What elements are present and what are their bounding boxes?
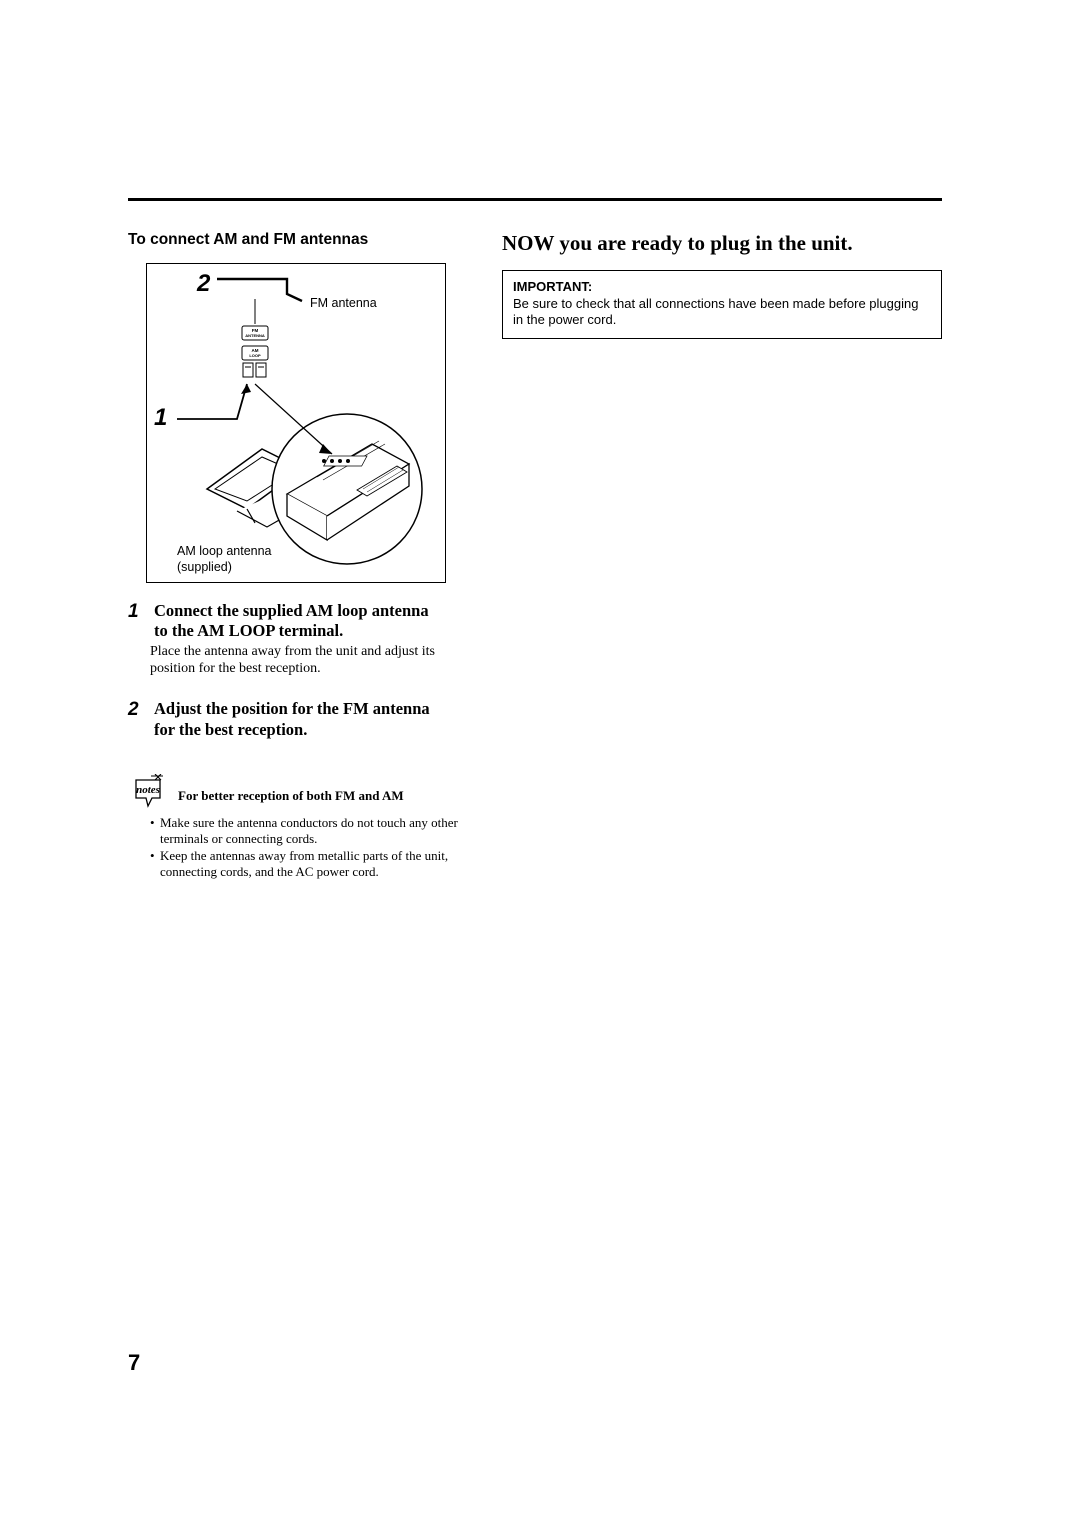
notes-icon: notes <box>128 774 170 815</box>
notes-bullet-2: Keep the antennas away from metallic par… <box>150 848 460 880</box>
page-number: 7 <box>128 1350 140 1376</box>
left-column: To connect AM and FM antennas 2 1 FM ant… <box>128 231 468 882</box>
top-rule <box>128 198 942 201</box>
svg-text:LOOP: LOOP <box>249 353 261 358</box>
plug-in-headline: NOW you are ready to plug in the unit. <box>502 231 942 256</box>
svg-text:notes: notes <box>136 784 160 796</box>
notes-heading: For better reception of both FM and AM <box>178 788 404 804</box>
step-2-number: 2 <box>128 699 150 721</box>
step-1-number: 1 <box>128 601 150 623</box>
notes-bullets: Make sure the antenna conductors do not … <box>150 815 460 880</box>
antenna-schematic-svg: FM ANTENNA AM LOOP <box>147 264 446 583</box>
notes-bullet-1: Make sure the antenna conductors do not … <box>150 815 460 847</box>
antenna-diagram: 2 1 FM antenna AM loop antenna (supplied… <box>146 263 446 583</box>
step-2: 2 Adjust the position for the FM antenna… <box>128 699 468 739</box>
notes-block: notes For better reception of both FM an… <box>128 774 468 815</box>
important-box: IMPORTANT: Be sure to check that all con… <box>502 270 942 339</box>
important-body: Be sure to check that all connections ha… <box>513 296 931 328</box>
antennas-subheading: To connect AM and FM antennas <box>128 231 468 249</box>
important-label: IMPORTANT: <box>513 279 931 294</box>
right-column: NOW you are ready to plug in the unit. I… <box>502 231 942 882</box>
step-1-title: Connect the supplied AM loop antenna to … <box>154 601 444 641</box>
step-1: 1 Connect the supplied AM loop antenna t… <box>128 601 468 677</box>
svg-text:ANTENNA: ANTENNA <box>245 333 265 338</box>
two-column-layout: To connect AM and FM antennas 2 1 FM ant… <box>128 231 982 882</box>
step-1-body: Place the antenna away from the unit and… <box>150 643 450 677</box>
step-2-title: Adjust the position for the FM antenna f… <box>154 699 444 739</box>
